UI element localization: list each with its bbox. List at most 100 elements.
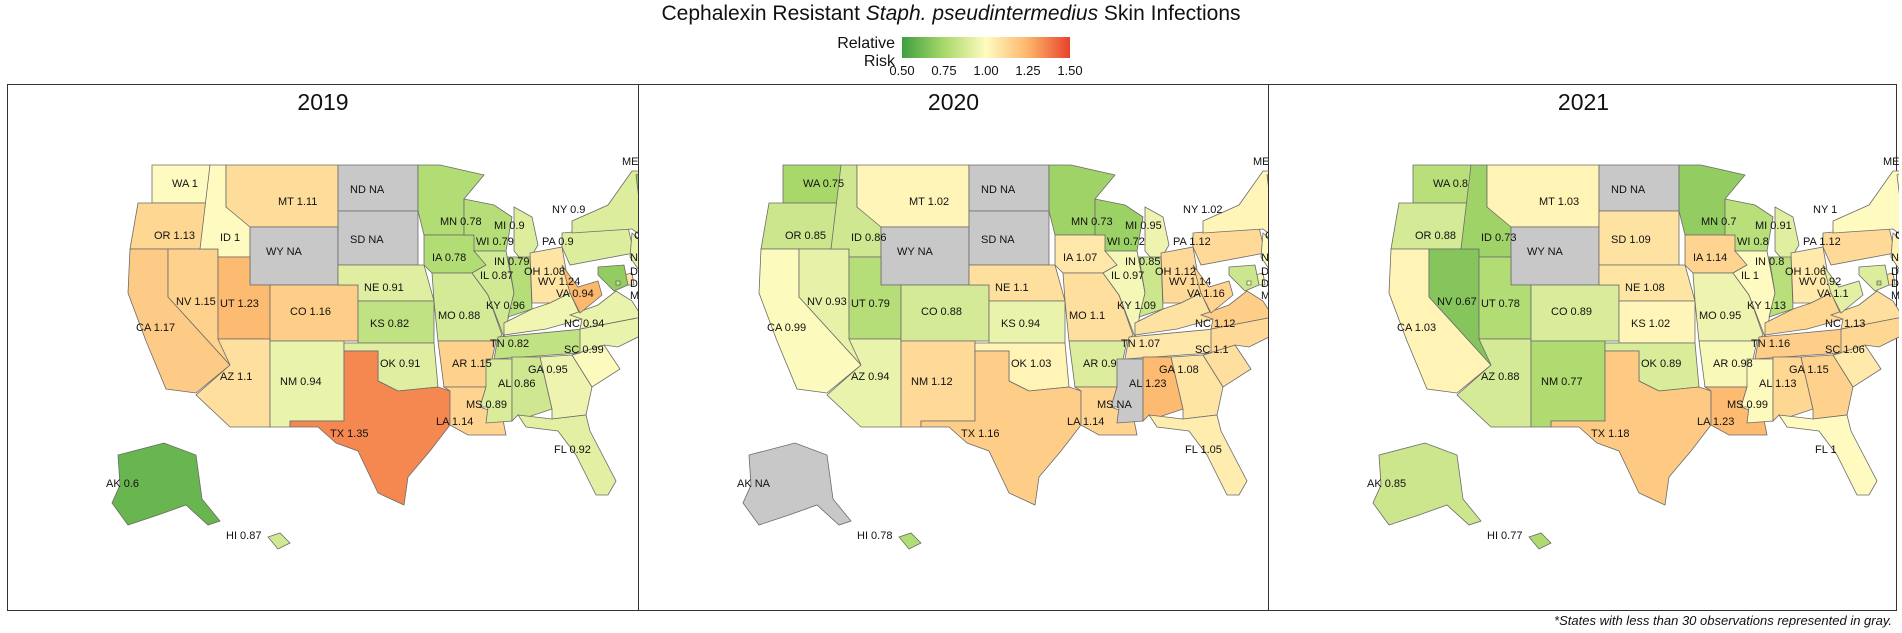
state-label-mt-2021: MT 1.03: [1539, 196, 1579, 208]
state-label-tn-2020: TN 1.07: [1121, 338, 1160, 350]
state-label-nd-2020: ND NA: [981, 184, 1016, 196]
state-label-pa-2019: PA 0.9: [542, 236, 574, 248]
state-label-ia-2020: IA 1.07: [1063, 252, 1097, 264]
state-tx-2019: [289, 350, 451, 506]
map-panels: WA 1 OR 1.13 CA 1.17 NV 1.15 ID 1 MT 1.11 WY N…: [7, 84, 1899, 611]
state-label-ne-2019: NE 0.91: [364, 282, 404, 294]
state-fl-2019: [517, 414, 617, 496]
state-tx-2020: [920, 350, 1082, 506]
state-label-ar-2020: AR 0.9: [1083, 358, 1117, 370]
state-label-ut-2019: UT 1.23: [220, 298, 259, 310]
state-il-2021: [1732, 250, 1776, 339]
state-label-co-2020: CO 0.88: [921, 306, 962, 318]
state-or-2021: [1390, 202, 1472, 250]
state-label-or-2019: OR 1.13: [154, 230, 195, 242]
map-panel-2019: WA 1 OR 1.13 CA 1.17 NV 1.15 ID 1 MT 1.11 WY N…: [8, 85, 638, 610]
state-dc-2021: [1876, 280, 1882, 286]
state-nc-2021: [1832, 317, 1899, 356]
footnote: *States with less than 30 observations r…: [1554, 613, 1892, 628]
state-label-ga-2020: GA 1.08: [1159, 364, 1199, 376]
state-label-wi-2021: WI 0.8: [1737, 236, 1769, 248]
state-md-2019: [597, 264, 629, 292]
state-label-id-2019: ID 1: [220, 232, 240, 244]
state-dc-2020: [1246, 280, 1252, 286]
state-label-nm-2019: NM 0.94: [280, 376, 322, 388]
legend-tick-3: 1.25: [1015, 63, 1041, 78]
state-label-nd-2019: ND NA: [350, 184, 385, 196]
state-label-md-2020: MD 0.85: [1261, 290, 1269, 302]
state-nj-2021: [1890, 232, 1899, 270]
legend-tick-0: 0.50: [889, 63, 915, 78]
state-label-nd-2021: ND NA: [1611, 184, 1646, 196]
state-label-fl-2020: FL 1.05: [1185, 444, 1222, 456]
state-label-ky-2020: KY 1.09: [1117, 300, 1156, 312]
state-label-ne-2020: NE 1.1: [995, 282, 1029, 294]
state-label-ky-2019: KY 0.96: [486, 300, 525, 312]
state-label-nv-2021: NV 0.67: [1437, 296, 1477, 308]
state-label-nj-2021: NJ 1.03: [1891, 252, 1899, 264]
state-label-ny-2019: NY 0.9: [552, 204, 585, 216]
state-label-ut-2021: UT 0.78: [1481, 298, 1520, 310]
state-in-2021: [1768, 256, 1794, 318]
state-vt-2021: [1896, 173, 1899, 195]
state-label-mi-2020: MI 0.95: [1125, 220, 1162, 232]
state-label-il-2021: IL 1: [1741, 270, 1759, 282]
state-label-sc-2020: SC 1.1: [1195, 344, 1229, 356]
state-label-wi-2019: WI 0.79: [476, 236, 514, 248]
state-ak-2019: [111, 442, 221, 526]
state-fl-2021: [1778, 414, 1878, 496]
state-label-wy-2019: WY NA: [266, 246, 303, 258]
state-label-mn-2021: MN 0.7: [1701, 216, 1736, 228]
state-label-ar-2019: AR 1.15: [452, 358, 492, 370]
state-label-me-2019: ME 0.72: [622, 156, 638, 168]
state-label-wv-2020: WV 1.14: [1169, 276, 1211, 288]
state-va-2021: [1829, 290, 1899, 330]
panel-year-2020: 2020: [927, 89, 980, 115]
state-dc-2019: [615, 280, 621, 286]
map-panel-2021: WA 0.8 OR 0.88 CA 1.03 NV 0.67 ID 0.73 MT 1.0…: [1268, 85, 1899, 610]
state-label-in-2021: IN 0.8: [1755, 256, 1784, 268]
state-label-sd-2020: SD NA: [981, 234, 1015, 246]
state-wv-2019: [561, 264, 603, 314]
state-label-va-2020: VA 1.16: [1187, 288, 1225, 300]
state-or-2020: [760, 202, 842, 250]
state-label-az-2020: AZ 0.94: [851, 371, 890, 383]
legend-label-line1: Relative: [837, 35, 895, 52]
state-label-mo-2021: MO 0.95: [1699, 310, 1741, 322]
state-label-ga-2019: GA 0.95: [528, 364, 568, 376]
state-label-wi-2020: WI 0.72: [1107, 236, 1145, 248]
state-label-mo-2019: MO 0.88: [438, 310, 480, 322]
state-label-sc-2021: SC 1.06: [1825, 344, 1865, 356]
state-label-ny-2020: NY 1.02: [1183, 204, 1223, 216]
state-label-nv-2020: NV 0.93: [807, 296, 847, 308]
state-label-la-2019: LA 1.14: [436, 416, 473, 428]
panel-year-2019: 2019: [297, 89, 349, 115]
state-label-ny-2021: NY 1: [1813, 204, 1837, 216]
state-ky-2019: [503, 292, 583, 336]
state-label-ky-2021: KY 1.13: [1747, 300, 1786, 312]
state-label-mn-2020: MN 0.73: [1071, 216, 1113, 228]
state-label-mt-2020: MT 1.02: [909, 196, 949, 208]
state-label-ok-2019: OK 0.91: [380, 358, 420, 370]
state-label-me-2020: ME 0.82: [1253, 156, 1269, 168]
state-label-ne-2021: NE 1.08: [1625, 282, 1665, 294]
state-label-ks-2019: KS 0.82: [370, 318, 409, 330]
state-ny-2019: [571, 170, 638, 234]
state-label-va-2019: VA 0.94: [556, 288, 594, 300]
state-label-ak-2021: AK 0.85: [1367, 478, 1406, 490]
state-ak-2020: [742, 442, 852, 526]
state-label-ak-2019: AK 0.6: [106, 478, 139, 490]
state-label-ut-2020: UT 0.79: [851, 298, 890, 310]
state-label-il-2019: IL 0.87: [480, 270, 513, 282]
state-label-wa-2019: WA 1: [172, 178, 198, 190]
state-label-ks-2020: KS 0.94: [1001, 318, 1040, 330]
us-map-2021: WA 0.8 OR 0.88 CA 1.03 NV 0.67 ID 0.73 MT 1.0…: [1367, 156, 1899, 550]
us-map-2020: WA 0.75 OR 0.85 CA 0.99 NV 0.93 ID 0.86 MT 1.…: [737, 156, 1269, 550]
state-ny-2021: [1832, 170, 1899, 234]
state-label-mt-2019: MT 1.11: [278, 196, 317, 208]
state-tx-2021: [1550, 350, 1712, 506]
state-label-mi-2021: MI 0.91: [1755, 220, 1792, 232]
state-label-wv-2019: WV 1.24: [538, 276, 580, 288]
state-il-2019: [471, 250, 515, 339]
state-label-ia-2021: IA 1.14: [1693, 252, 1727, 264]
